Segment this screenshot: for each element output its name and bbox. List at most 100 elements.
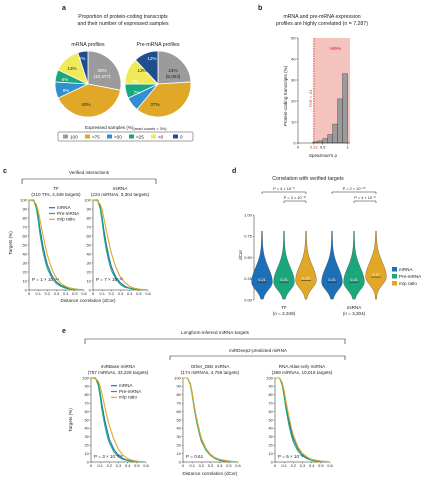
x-tick-label: 0.6 <box>327 463 332 468</box>
legend-swatch <box>63 134 68 139</box>
group-name-tf: TF <box>281 305 287 310</box>
y-tick-label: 90 <box>176 384 181 389</box>
x-tick-label: 0.3 <box>300 463 305 468</box>
subplot-subtitle-otherdbs: (174 miRNAs, 4,755 targets) <box>181 370 240 375</box>
y-tick-label: 20 <box>86 269 91 274</box>
subplot-title-atlas: RNA Atlas-only miRNA <box>279 364 326 369</box>
bracket-inner <box>283 200 307 203</box>
cdf-plot-otherdbs: 0 10 20 30 40 50 60 70 80 90 100 0 0.1 0.2 0.3 0.4 0.5 0.… <box>174 375 240 468</box>
panel-b-title-line-1: mRNA and pre-mRNA expression <box>283 14 360 20</box>
x-tick-label: 0.4 <box>63 291 69 296</box>
y-tick-label: 20 <box>22 269 27 274</box>
pie-annotation: (9,063) <box>166 74 181 79</box>
y-tick-label: 50 <box>86 242 91 247</box>
y-tick-label: 100 <box>82 375 89 380</box>
fdr-label: FDR < .01 <box>308 90 313 108</box>
x-tick-label: 0.5 <box>136 291 141 296</box>
x-tick-label: 0.5 <box>318 463 323 468</box>
legend-label: m/p ratio <box>57 217 75 222</box>
pvalue-otherdbs: P = 0.61 <box>186 454 204 459</box>
legend-swatch <box>129 134 134 139</box>
y-tick-label: 40 <box>268 426 273 431</box>
legend-label: >25 <box>136 134 144 139</box>
y-tick-label: 40 <box>176 426 181 431</box>
x-tick-label: 0.6 <box>235 463 240 468</box>
y-tick-label: 10 <box>86 278 91 283</box>
pie-title-premrna: Pre-mRNA profiles <box>137 42 180 48</box>
x-tick-label: 0.4 <box>125 463 131 468</box>
group-n-tf: (n = 2,349) <box>273 311 296 316</box>
histogram-bar <box>332 123 338 144</box>
cdf-plot-mirna: 0 10 20 30 40 50 60 70 80 90 100 0 0.1 0.2 0.3 0.4 0.5 0.… <box>84 197 150 296</box>
y-tick-label: 1.00 <box>244 212 252 217</box>
pie-slice->75 <box>136 81 192 118</box>
legend-box-a <box>57 131 194 142</box>
violin-TF-mRNA <box>251 231 273 300</box>
y-tick-label: 80 <box>86 215 91 220</box>
y-tick-label: 90 <box>86 206 91 211</box>
y-tick-label: 90 <box>22 206 27 211</box>
panel-a: a Proportion of protein-coding transcrip… <box>54 5 194 142</box>
panel-label-c: c <box>3 168 7 175</box>
pie-slice-100 <box>87 50 122 91</box>
pie-chart-mrna: 28%(10,477) 40% 8% 6% 13%5% <box>54 50 122 118</box>
pie-slice->75 <box>57 83 121 118</box>
violin-median-label: 0.27 <box>372 272 380 277</box>
legend-label: Pre-mRNA <box>119 389 142 394</box>
y-axis-label-e: Targets (%) <box>68 408 73 432</box>
y-tick-label: 80 <box>84 392 89 397</box>
x-tick-label: 0 <box>90 463 93 468</box>
y-tick-label: 0.25 <box>244 276 252 281</box>
y-tick-label: 80 <box>22 215 27 220</box>
pie-annotation: 8% <box>63 88 70 93</box>
violin-median-label: 0.21 <box>328 277 336 282</box>
violin-median-label: 0.23 <box>302 275 310 280</box>
y-tick-label: 10 <box>22 278 27 283</box>
y-tick-label: 50 <box>291 36 296 41</box>
bracket-longform <box>84 338 346 344</box>
y-tick-label: 10 <box>268 451 273 456</box>
x-tick-label: 1 <box>346 145 348 150</box>
y-tick-label: 0.00 <box>244 297 252 302</box>
y-axis-label-b: Protein-coding transcripts (%) <box>283 65 288 126</box>
x-tick-label: 0.2 <box>291 463 296 468</box>
x-tick-label: 0.5 <box>134 463 139 468</box>
legend-label: m/p ratio <box>399 281 417 286</box>
pie-annotation: 28% <box>97 68 106 73</box>
violin-TF-m/p ratio <box>295 231 317 300</box>
subplot-subtitle-mirna: (224 miRNAs, 3,304 targets) <box>91 192 150 197</box>
violin-plot-d: 0.00 0.25 0.50 0.75 1.00 0.21 0.21 0.23 0.21 0.21… <box>244 186 387 302</box>
pie-annotation: 24% <box>168 68 177 73</box>
subplot-subtitle-atlas: (369 miRNAs, 10,016 targets) <box>272 370 333 375</box>
cdf-plot-tf: 0 10 20 30 40 50 60 70 80 90 100 0 0.1 0.2 0.3 0.4 0.5 0.… <box>20 197 86 296</box>
pvalue-tf: P = 1 × 10⁻¹⁴ <box>32 277 59 282</box>
violin-miRNA-mRNA <box>321 231 343 300</box>
pie-annotation: 37% <box>150 102 159 107</box>
series-line-Pre-mRNA <box>29 199 85 291</box>
histogram-bar <box>342 73 348 144</box>
legend-label: >75 <box>92 134 100 139</box>
x-tick-label: 0.4 <box>309 463 315 468</box>
legend-label: >50 <box>114 134 122 139</box>
y-tick-label: 0.75 <box>244 234 252 239</box>
pie-annotation: 7% <box>132 79 139 84</box>
y-tick-label: 60 <box>86 233 91 238</box>
panel-label-d: d <box>232 168 236 175</box>
y-tick-label: 50 <box>268 417 273 422</box>
bracket-mirdeep <box>169 355 346 360</box>
series-line-m/p ratio <box>90 377 147 463</box>
pie-title-mrna: mRNA profiles <box>71 42 105 48</box>
subplot-subtitle-mirbase: (757 miRNAs, 33,228 targets) <box>88 370 149 375</box>
legend-swatch <box>151 134 156 139</box>
violin-median-label: 0.21 <box>280 277 288 282</box>
legend-title-a: Expressed samples (%)(read counts > 3%) <box>85 125 167 131</box>
legend-label: 100 <box>70 134 78 139</box>
y-tick-label: 20 <box>84 443 89 448</box>
legend-swatch <box>173 134 178 139</box>
panel-c: c Verified interactions TF (210 TFs, 2,3… <box>3 168 157 303</box>
bracket-verified <box>21 178 157 184</box>
y-tick-label: 40 <box>22 251 27 256</box>
x-tick-label: 0 <box>182 463 185 468</box>
panel-e: e Longform-inferred miRNA-targets miRDee… <box>62 328 346 476</box>
y-tick-label: 0.50 <box>244 255 252 260</box>
